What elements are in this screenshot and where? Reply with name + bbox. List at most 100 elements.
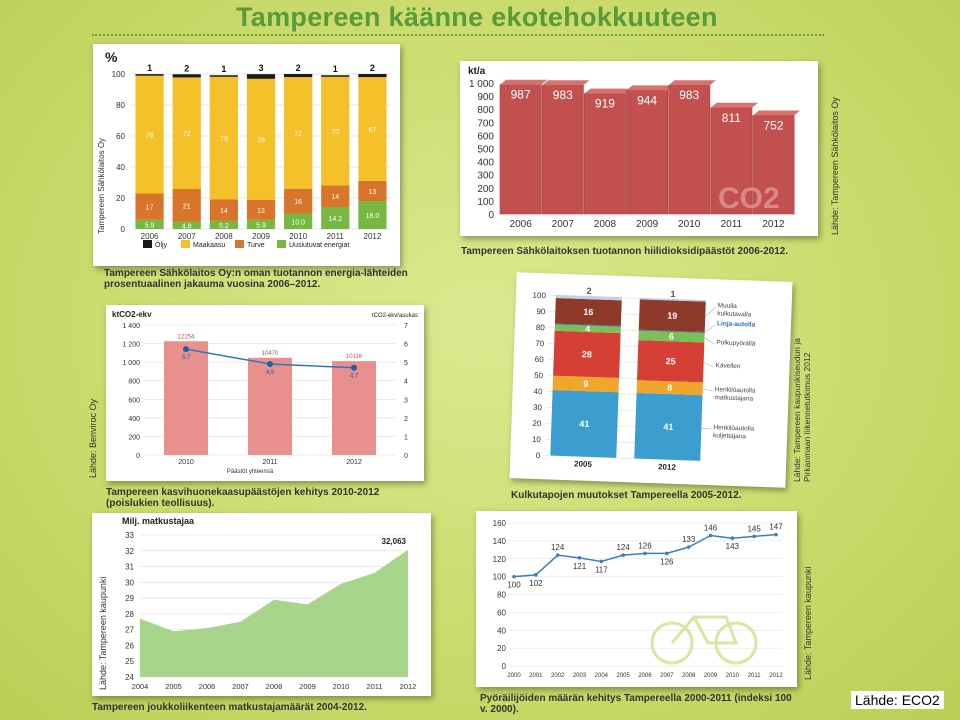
data-label: 67	[369, 127, 377, 134]
y-tick-label: 26	[125, 641, 134, 650]
legend-leader	[704, 324, 716, 333]
bar-segment	[135, 75, 164, 194]
data-label: 133	[682, 535, 696, 544]
y-tick-label: 100	[112, 70, 126, 79]
legend-leader	[704, 337, 715, 345]
bar-segment	[553, 330, 621, 378]
legend-leader	[702, 388, 713, 392]
bar-segment	[358, 180, 387, 202]
bar-segment	[636, 340, 705, 383]
end-value-label: 32,063	[382, 537, 407, 546]
data-label: 10470	[262, 351, 279, 357]
source-note: Lähde: ECO2	[851, 691, 944, 709]
x-tick-label: 2008	[266, 682, 283, 691]
x-tick-label: 2006	[199, 682, 216, 691]
y-tick-label: 400	[477, 158, 494, 169]
page-title: Tampereen käänne ekotehokkuuteen	[236, 2, 718, 32]
x-tick-label: 2007	[232, 682, 249, 691]
x-tick-label: 2008	[594, 219, 617, 230]
x-tick-label: 2007	[552, 219, 575, 230]
y-tick-label: 500	[477, 145, 494, 156]
y-tick-right-label: 1	[404, 434, 408, 441]
bar-segment	[554, 298, 622, 326]
y-tick-label: 20	[532, 419, 542, 428]
y-tick-label: 30	[125, 578, 134, 587]
bar-segment	[209, 75, 238, 77]
y-tick-label: 200	[477, 184, 494, 195]
co2-bar	[626, 90, 669, 215]
x-tick-label: 2005	[574, 459, 593, 469]
data-label: 983	[679, 88, 699, 102]
data-label: 72	[183, 131, 191, 138]
per-capita-point	[267, 361, 273, 367]
legend-label: kulkutavalla	[717, 310, 752, 318]
bar-segment	[552, 375, 620, 393]
data-label: 16	[294, 199, 302, 206]
co2-watermark: CO2	[718, 182, 780, 215]
x-tick-label: 2011	[262, 459, 277, 466]
y-tick-label: 32	[125, 547, 134, 556]
bar-segment	[246, 74, 276, 79]
cyclist-index-point	[555, 553, 560, 557]
bar-segment	[321, 185, 350, 207]
y-tick-label: 70	[535, 339, 545, 348]
x-tick-label: 2010	[178, 459, 194, 466]
data-label: 17	[146, 205, 154, 212]
y-tick-right-label: 2	[404, 416, 408, 423]
cyclist-index-point	[774, 532, 778, 537]
bar-segment	[135, 219, 164, 229]
ghg-bar	[248, 357, 292, 455]
cyclist-index-point	[599, 559, 604, 564]
y-tick-label: 0	[502, 662, 507, 671]
legend-swatch	[143, 240, 152, 248]
y-tick-label: 300	[477, 171, 494, 182]
passenger-area	[140, 549, 408, 677]
y-tick-label: 800	[128, 379, 140, 386]
bar-top	[752, 110, 801, 116]
y-tick-label: 1 200	[122, 342, 140, 349]
ghg-caption: Tampereen kasvihuonekaasupäästöjen kehit…	[106, 487, 380, 509]
legend-label: kuljettajana	[713, 432, 746, 440]
data-label: 121	[573, 562, 587, 571]
x-tick-label: 2010	[726, 673, 740, 679]
travel-modes-chart: 0102030405060708090100419284162200541825…	[532, 286, 756, 472]
per-capita-label: 4,7	[350, 374, 359, 380]
energy-mix-caption: Tampereen Sähkölaitos Oy:n oman tuotanno…	[104, 268, 408, 290]
y-tick-label: 1 000	[122, 360, 140, 367]
data-label: 146	[704, 524, 718, 533]
x-tick-label: 2010	[678, 219, 701, 230]
y-tick-label: 40	[116, 163, 125, 172]
data-label: 18.0	[366, 213, 380, 220]
y-tick-label: 0	[536, 451, 541, 460]
data-label: 12254	[178, 334, 195, 340]
data-label: 117	[595, 565, 608, 574]
y-tick-label: 100	[477, 197, 494, 208]
legend-label: Henkilöautolla	[713, 424, 754, 432]
y-tick-label: 160	[493, 519, 507, 528]
ghg-panel: ktCO2-ekv tCO2-ekv/asukas 0 200 400 600 800 1 0…	[106, 305, 424, 481]
x-tick-label: 2005	[165, 682, 182, 691]
bar-top	[584, 88, 632, 94]
co2-chart: kt/a 0 100 200 300 400 500 600 700 800 900 1 000 987…	[468, 66, 801, 230]
bar-segment	[358, 77, 387, 181]
y-tick-label: 20	[116, 194, 125, 203]
x-tick-label: 2009	[252, 232, 270, 241]
public-transport-panel: Milj. matkustajaa 24 25 26 27 28 29 30 31 32 33 200…	[92, 513, 431, 696]
energy-mix-panel: % 0 20 40 60 80 100 5.9 17 76 1 2006 4.8 21 72 2 2007 5.2…	[93, 44, 400, 266]
y-tick-label: 400	[128, 416, 140, 423]
data-label: 70	[331, 129, 339, 136]
data-label: 10116	[346, 354, 363, 360]
per-capita-label: 5,7	[182, 355, 191, 361]
data-label: 2	[586, 286, 591, 296]
y-tick-label: 30	[533, 403, 543, 412]
legend-label: Linja-autolla	[717, 320, 756, 328]
cyclist-index-point	[577, 556, 582, 560]
data-label: 983	[553, 88, 573, 102]
data-label: 76	[146, 133, 154, 140]
bar-segment	[638, 330, 705, 343]
public-transport-caption: Tampereen joukkoliikenteen matkustajamää…	[92, 702, 367, 713]
legend-swatch	[181, 240, 190, 248]
x-tick-label: 2012	[762, 219, 785, 230]
data-label: 4.8	[182, 223, 192, 230]
bar-segment	[135, 193, 164, 220]
